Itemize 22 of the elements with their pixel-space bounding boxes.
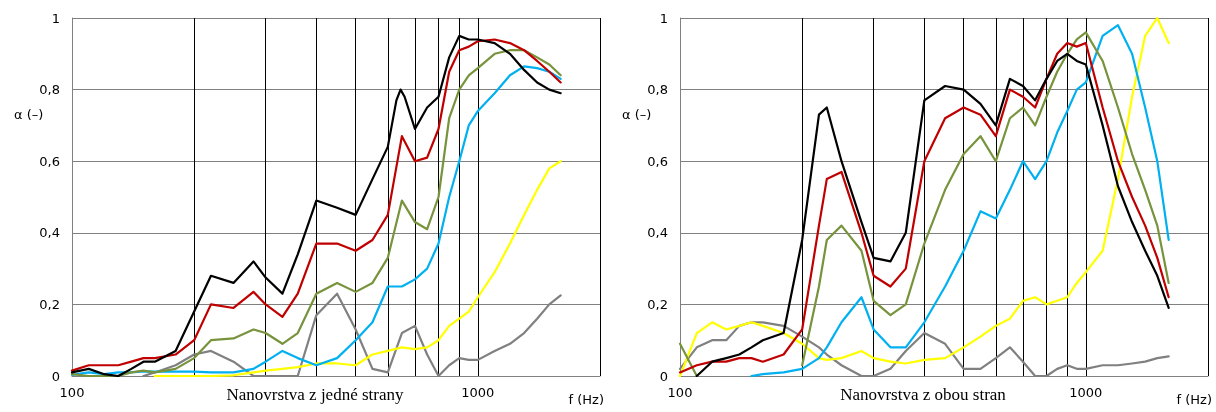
y-tick-label: 0 — [51, 368, 60, 384]
y-tick-label: 0,2 — [647, 296, 668, 312]
x-tick-label: 100 — [59, 385, 85, 400]
y-tick-label: 1 — [51, 10, 60, 26]
y-tick-label: 0,2 — [39, 296, 60, 312]
y-tick-label: 1 — [659, 10, 668, 26]
y-axis-title: α (–) — [14, 107, 44, 122]
y-tick-label: 0,4 — [647, 225, 668, 241]
text: Nanovrstva z obou stran — [840, 385, 1007, 404]
y-tick-label: 0,8 — [647, 82, 668, 98]
x-axis-title: f (Hz) — [568, 392, 604, 407]
x-tick-label: 100 — [667, 385, 693, 400]
x-axis-title: f (Hz) — [1176, 392, 1212, 407]
y-tick-label: 0,6 — [39, 153, 60, 169]
y-axis-title: α (–) — [622, 107, 652, 122]
x-tick-label: 1000 — [1069, 385, 1103, 400]
x-tick-label: 1000 — [461, 385, 495, 400]
y-tick-label: 0,4 — [39, 225, 60, 241]
y-tick-label: 0,6 — [647, 153, 668, 169]
text: Nanovrstva z jedné strany — [226, 385, 405, 404]
y-tick-label: 0,8 — [39, 82, 60, 98]
y-tick-label: 0 — [659, 368, 668, 384]
